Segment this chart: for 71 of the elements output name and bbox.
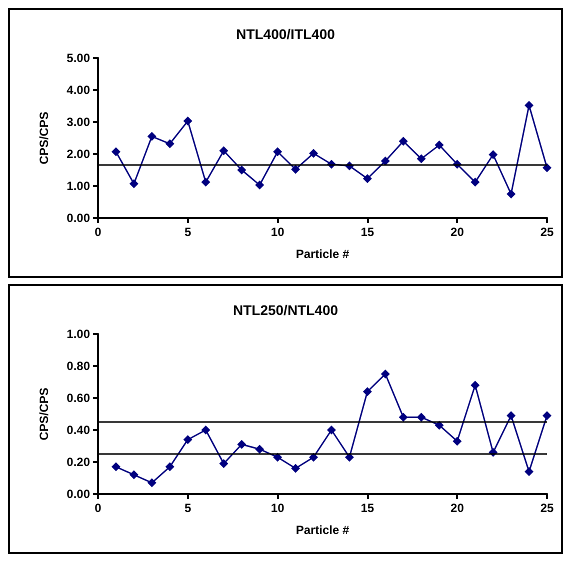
x-tick-label: 5: [184, 225, 192, 239]
point: [201, 178, 210, 187]
point: [362, 174, 372, 184]
point: [147, 132, 156, 141]
x-tick-label: 25: [540, 501, 554, 515]
point: [219, 146, 228, 156]
x-tick-label: 0: [94, 501, 102, 515]
point: [452, 436, 462, 446]
point: [291, 164, 300, 174]
point: [309, 148, 318, 158]
point: [165, 462, 174, 472]
point: [219, 459, 228, 468]
x-tick-label: 0: [94, 225, 102, 239]
point: [380, 370, 390, 378]
chart-title: NTL250/NTL400: [232, 302, 338, 318]
x-tick-label: 20: [450, 225, 464, 239]
point: [524, 467, 534, 476]
point: [183, 116, 192, 126]
point: [524, 100, 534, 110]
point: [111, 462, 120, 472]
point: [470, 380, 480, 390]
point: [416, 154, 426, 164]
point: [273, 147, 282, 156]
point: [542, 411, 552, 420]
y-tick-label: 0.00: [66, 487, 90, 501]
point: [291, 464, 300, 473]
point: [470, 178, 480, 187]
point: [165, 139, 174, 148]
y-tick-label: 5.00: [66, 51, 90, 65]
y-tick-label: 0.60: [66, 391, 90, 405]
point: [362, 387, 372, 396]
y-tick-label: 4.00: [66, 83, 90, 97]
y-tick-label: 2.00: [66, 147, 90, 161]
point: [183, 435, 192, 444]
point: [147, 478, 156, 488]
point: [326, 426, 336, 434]
y-tick-label: 0.40: [66, 423, 90, 437]
x-tick-label: 10: [270, 501, 285, 515]
point: [506, 190, 516, 198]
chart-title: NTL400/ITL400: [236, 26, 336, 42]
point: [237, 166, 246, 174]
y-axis-title: CPS/CPS: [37, 112, 51, 164]
y-tick-label: 3.00: [66, 115, 90, 129]
x-tick-label: 25: [540, 225, 554, 239]
point: [416, 412, 426, 422]
y-axis-title: CPS/CPS: [37, 388, 51, 440]
point: [542, 163, 552, 172]
point: [129, 179, 138, 188]
point: [398, 412, 408, 422]
y-tick-label: 0.20: [66, 455, 90, 469]
y-tick-label: 0.00: [66, 211, 90, 225]
y-tick-label: 1.00: [66, 327, 90, 341]
point: [201, 426, 210, 434]
point: [434, 140, 444, 150]
point: [398, 136, 408, 146]
x-tick-label: 10: [270, 225, 285, 239]
point: [488, 150, 498, 160]
point: [506, 411, 516, 420]
y-tick-label: 0.80: [66, 359, 90, 373]
x-tick-label: 5: [184, 501, 192, 515]
point: [129, 470, 138, 480]
y-tick-label: 1.00: [66, 179, 90, 193]
point: [255, 444, 264, 454]
x-axis-title: Particle #: [296, 523, 350, 537]
x-tick-label: 15: [360, 225, 374, 239]
point: [111, 147, 120, 156]
point: [255, 180, 264, 190]
x-tick-label: 15: [360, 501, 374, 515]
x-axis-title: Particle #: [296, 247, 350, 261]
x-tick-label: 20: [450, 501, 464, 515]
point: [237, 440, 246, 449]
